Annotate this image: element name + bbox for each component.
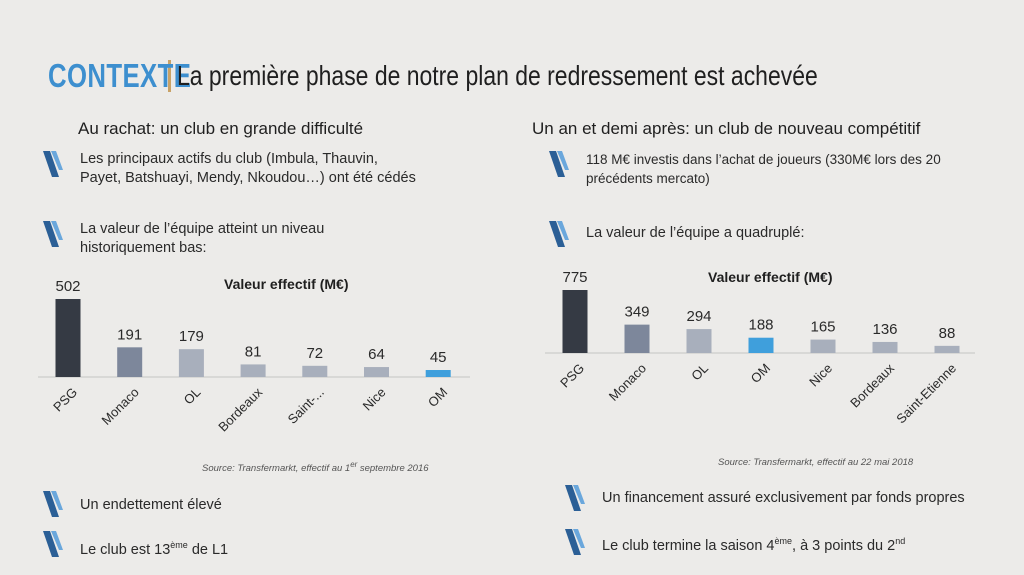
left-source: Source: Transfermarkt, effectif au 1er s… — [202, 460, 429, 474]
bar — [934, 345, 960, 353]
data-label: 775 — [562, 269, 587, 286]
data-label: 502 — [55, 278, 80, 295]
category-label: OM — [748, 361, 773, 386]
title-divider — [168, 60, 171, 92]
right-bullet-3: Un financement assuré exclusivement par … — [564, 484, 984, 512]
stripes-icon — [43, 491, 63, 517]
right-points-sup: nd — [895, 536, 906, 546]
data-label: 294 — [686, 308, 711, 325]
left-source-text: Source: Transfermarkt, effectif au 1 — [202, 463, 351, 475]
stripes-icon — [565, 485, 585, 511]
right-bullet-2-text: La valeur de l’équipe a quadruplé: — [586, 225, 805, 241]
left-chart-title: Valeur effectif (M€) — [224, 276, 349, 292]
stripes-icon — [43, 221, 63, 247]
left-bullet-1-text: Les principaux actifs du club (Imbula, T… — [80, 151, 416, 186]
left-bullet-2: La valeur de l’équipe atteint un niveau … — [42, 220, 422, 258]
right-source: Source: Transfermarkt, effectif au 22 ma… — [718, 457, 914, 468]
bar — [562, 290, 588, 353]
data-label: 188 — [748, 317, 773, 334]
stripes-icon — [43, 151, 63, 177]
bar — [240, 364, 266, 377]
data-label: 179 — [179, 328, 204, 345]
bar — [810, 339, 836, 353]
bar — [55, 299, 81, 377]
bar — [624, 324, 650, 353]
right-bullet-1: 118 M€ investis dans l’achat de joueurs … — [548, 150, 968, 188]
bar — [364, 367, 389, 377]
left-source-tail: septembre 2016 — [357, 463, 429, 475]
category-label: Saint-Etienne — [893, 361, 959, 427]
bar — [686, 329, 712, 353]
left-bullet-1: Les principaux actifs du club (Imbula, T… — [42, 150, 422, 188]
right-bullet-3-text: Un financement assuré exclusivement par … — [602, 490, 965, 506]
left-rank-sup: ème — [170, 540, 188, 550]
bar — [748, 337, 774, 353]
left-heading: Au rachat: un club en grande difficulté — [78, 119, 364, 138]
left-bullet-4: Le club est 13ème de L1 — [42, 530, 422, 560]
category-label: Nice — [806, 361, 835, 390]
data-label: 349 — [624, 304, 649, 321]
category-label: Bordeaux — [847, 360, 897, 410]
bar — [178, 349, 204, 377]
bar — [872, 341, 898, 353]
data-label: 191 — [117, 326, 142, 343]
left-bar-chart: 502PSG191Monaco179OL81Bordeaux72Saint-..… — [38, 278, 470, 434]
category-label: OL — [688, 361, 711, 384]
right-heading: Un an et demi après: un club de nouveau … — [532, 119, 921, 138]
stripes-icon — [43, 531, 63, 557]
category-label: Monaco — [606, 361, 649, 404]
left-rank-text: Le club est 13 — [80, 541, 171, 558]
left-bullet-2-text: La valeur de l’équipe atteint un niveau … — [80, 221, 325, 256]
data-label: 81 — [245, 343, 262, 360]
data-label: 64 — [368, 346, 385, 363]
right-bullet-2: La valeur de l’équipe a quadruplé: — [548, 220, 968, 248]
data-label: 45 — [430, 349, 447, 366]
data-label: 165 — [810, 319, 835, 336]
data-label: 72 — [306, 345, 323, 362]
right-bar-chart: 775 PSG 349 Monaco 294 OL 188 OM 165 Nice 136 Borde… — [545, 269, 975, 427]
bar — [302, 365, 328, 377]
title-main: La première phase de notre plan de redre… — [177, 60, 818, 91]
data-label: 136 — [872, 321, 897, 338]
right-bullet-1-text: 118 M€ investis dans l’achat de joueurs … — [586, 152, 941, 186]
left-rank-tail: de L1 — [187, 541, 229, 558]
left-bullet-3: Un endettement élevé — [42, 490, 422, 518]
right-chart-title: Valeur effectif (M€) — [708, 269, 833, 285]
right-rank-text: Le club termine la saison 4 — [602, 537, 775, 554]
bar — [117, 347, 143, 377]
stripes-icon — [549, 151, 569, 177]
left-bullet-4-text: Le club est 13ème de L1 — [80, 530, 228, 560]
category-label: PSG — [557, 361, 587, 391]
stripes-icon — [549, 221, 569, 247]
left-source-sup: er — [350, 460, 358, 469]
right-bullet-4-text: Le club termine la saison 4ème, à 3 poin… — [602, 528, 905, 556]
right-rank-sup: ème — [774, 536, 793, 546]
right-points-text: , à 3 points du 2 — [792, 537, 896, 554]
left-bullet-3-text: Un endettement élevé — [80, 497, 222, 513]
stripes-icon — [565, 529, 585, 555]
slide-title: CONTEXTE La première phase de notre plan… — [48, 56, 958, 96]
right-bullet-4: Le club termine la saison 4ème, à 3 poin… — [564, 528, 984, 556]
bar — [425, 370, 451, 377]
data-label: 88 — [939, 325, 956, 342]
